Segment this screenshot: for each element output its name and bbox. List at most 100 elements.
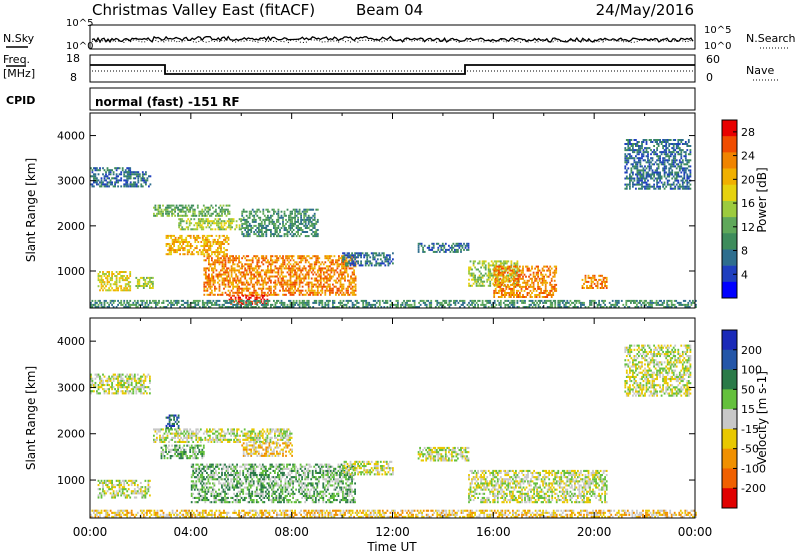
heatmap-cell [133, 299, 136, 302]
heatmap-cell [663, 299, 665, 302]
heatmap-cell [136, 282, 139, 285]
heatmap-cell [355, 252, 358, 255]
heatmap-cell [204, 301, 207, 304]
heatmap-cell [656, 153, 658, 156]
heatmap-cell [531, 292, 533, 294]
heatmap-cell [280, 214, 283, 217]
heatmap-cell [227, 210, 229, 213]
heatmap-cell [627, 161, 630, 164]
heatmap-cell [661, 301, 664, 304]
heatmap-cell [259, 287, 262, 290]
heatmap-cell [550, 296, 553, 298]
heatmap-cell [313, 299, 316, 302]
heatmap-cell [669, 306, 672, 308]
heatmap-cell [567, 306, 570, 308]
heatmap-cell [195, 303, 198, 306]
heatmap-cell [641, 187, 643, 190]
heatmap-cell [522, 271, 524, 274]
heatmap-cell [522, 269, 524, 272]
heatmap-cell [227, 289, 230, 292]
heatmap-cell [669, 187, 672, 190]
heatmap-cell [669, 163, 672, 166]
heatmap-cell [215, 249, 218, 252]
heatmap-cell [548, 299, 551, 302]
heatmap-cell [217, 241, 219, 243]
heatmap-cell [277, 216, 280, 219]
heatmap-cell [669, 299, 672, 302]
heatmap-cell [468, 284, 470, 287]
heatmap-cell [602, 278, 605, 281]
heatmap-cell [624, 187, 627, 190]
heatmap-cell [226, 306, 228, 308]
heatmap-cell [339, 303, 342, 306]
heatmap-cell [306, 273, 309, 276]
heatmap-cell [455, 242, 458, 245]
heatmap-cell [333, 301, 336, 304]
heatmap-cell [513, 275, 515, 278]
heatmap-cell [289, 285, 292, 288]
heatmap-cell [207, 220, 209, 223]
heatmap-cell [420, 242, 423, 245]
heatmap-cell [512, 299, 514, 302]
heatmap-cell [212, 275, 215, 278]
heatmap-cell [285, 293, 287, 296]
heatmap-cell [635, 165, 637, 168]
heatmap-cell [496, 292, 499, 294]
heatmap-cell [553, 273, 556, 276]
heatmap-cell [632, 143, 634, 145]
heatmap-cell [522, 277, 524, 280]
heatmap-cell [448, 248, 450, 251]
heatmap-cell [263, 231, 266, 233]
heatmap-cell [212, 299, 215, 302]
heatmap-cell [341, 259, 343, 262]
heatmap-cell [294, 283, 296, 286]
heatmap-cell [97, 279, 100, 282]
heatmap-cell [367, 254, 370, 257]
heatmap-cell [549, 301, 552, 304]
heatmap-cell [496, 268, 499, 271]
heatmap-cell [417, 248, 420, 251]
heatmap-cell [307, 285, 310, 288]
heatmap-cell [516, 268, 519, 271]
heatmap-cell [354, 289, 357, 292]
heatmap-cell [224, 261, 227, 264]
heatmap-cell [300, 216, 302, 219]
heatmap-cell [516, 274, 519, 277]
heatmap-cell [297, 257, 299, 260]
heatmap-cell [260, 233, 263, 236]
heatmap-cell [683, 169, 686, 172]
heatmap-cell [455, 248, 458, 251]
heatmap-cell [205, 226, 208, 229]
heatmap-cell [625, 157, 628, 160]
heatmap-cell [117, 185, 119, 188]
heatmap-cell [96, 177, 98, 180]
heatmap-cell [285, 227, 287, 229]
heatmap-cell [425, 299, 428, 302]
heatmap-cell [532, 273, 535, 276]
heatmap-cell [199, 224, 202, 227]
heatmap-cell [307, 218, 310, 221]
heatmap-cell [265, 275, 268, 278]
heatmap-cell [350, 299, 352, 302]
heatmap-cell [648, 175, 651, 178]
heatmap-cell [260, 279, 263, 282]
heatmap-cell [377, 306, 380, 308]
heatmap-cell [211, 251, 213, 254]
heatmap-cell [494, 289, 497, 292]
heatmap-cell [617, 301, 620, 304]
heatmap-cell [300, 229, 302, 231]
heatmap-cell [277, 214, 280, 217]
heatmap-cell [236, 285, 239, 288]
heatmap-cell [366, 303, 369, 306]
heatmap-cell [467, 242, 470, 245]
heatmap-cell [212, 303, 215, 306]
heatmap-cell [100, 306, 103, 308]
heatmap-cell [348, 281, 351, 284]
heatmap-cell [460, 244, 462, 247]
heatmap-cell [336, 263, 339, 266]
heatmap-cell [273, 289, 275, 292]
heatmap-cell [516, 280, 519, 283]
heatmap-cell [239, 277, 242, 280]
heatmap-cell [235, 269, 237, 272]
heatmap-cell [550, 289, 553, 292]
